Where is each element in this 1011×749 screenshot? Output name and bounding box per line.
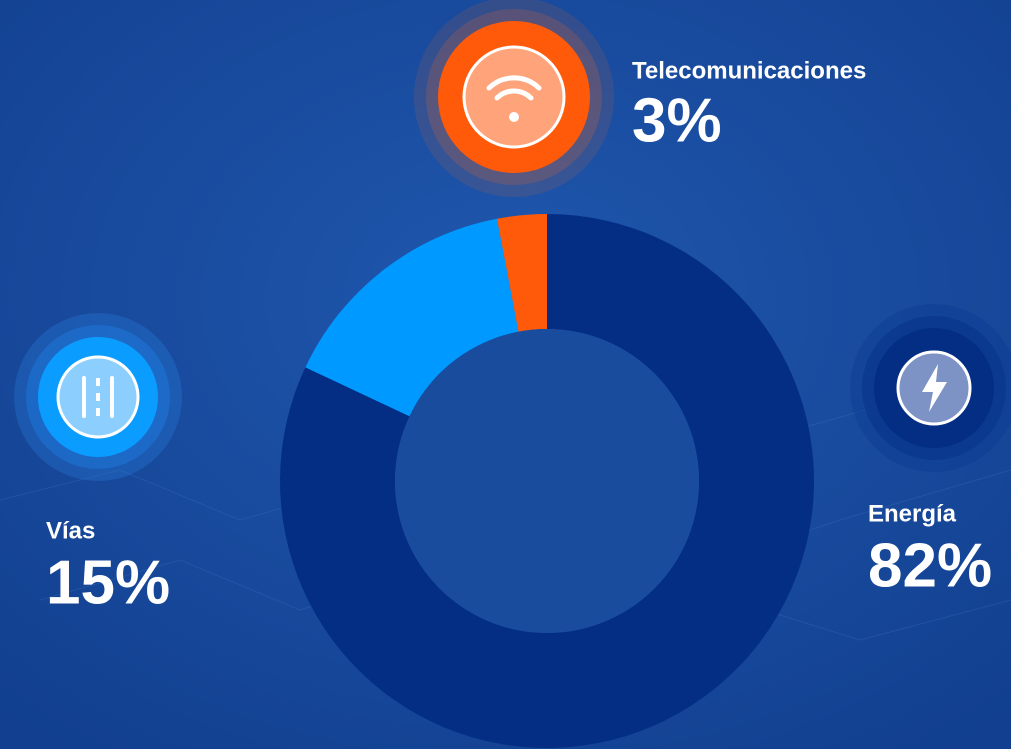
category-label: Vías: [46, 517, 95, 544]
category-label: Telecomunicaciones: [632, 57, 866, 84]
donut-segment: [279, 214, 815, 748]
category-label: Energía: [868, 500, 957, 527]
value-label: 82%: [868, 531, 992, 600]
donut-segment: [496, 214, 547, 332]
donut: [279, 214, 815, 748]
value-label: 15%: [46, 548, 170, 617]
telecom-icon: [414, 0, 614, 197]
vias-icon: [14, 313, 182, 481]
value-label: 3%: [632, 86, 722, 155]
donut-segment: [305, 218, 519, 417]
energia-icon: [850, 304, 1011, 472]
donut-hole: [395, 329, 699, 633]
